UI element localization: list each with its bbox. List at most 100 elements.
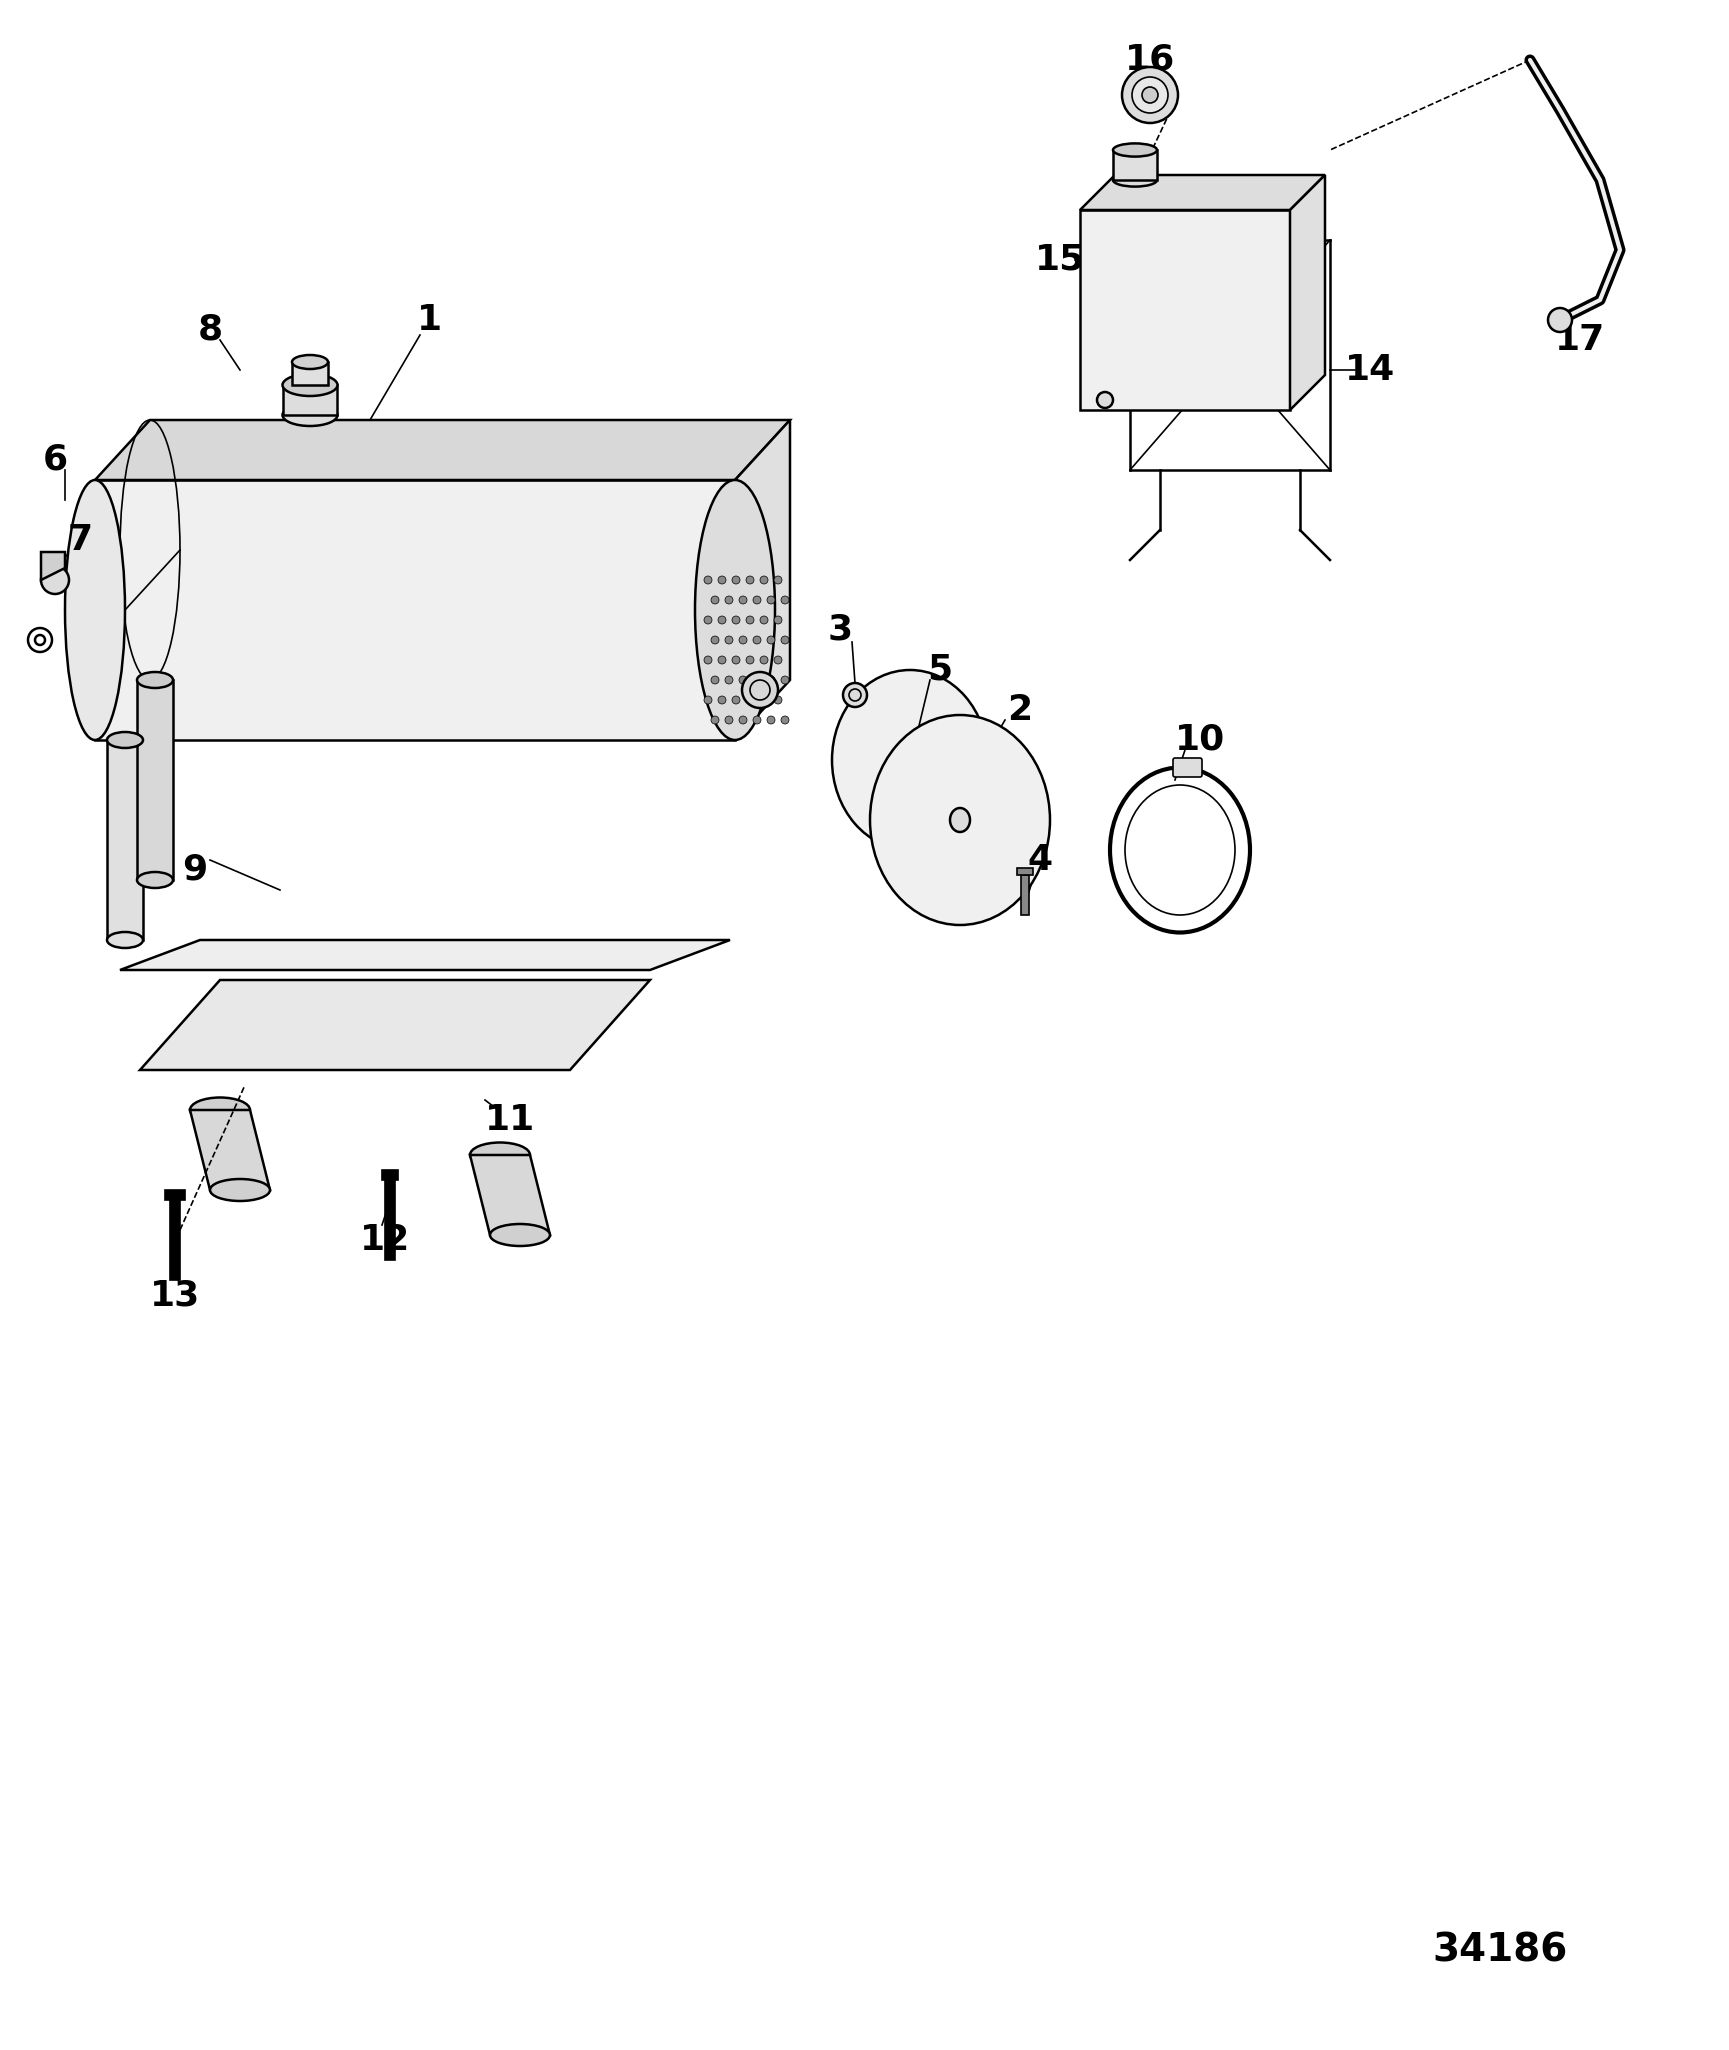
Circle shape	[724, 676, 733, 685]
Polygon shape	[41, 551, 66, 580]
Circle shape	[724, 636, 733, 644]
Circle shape	[711, 715, 719, 724]
Circle shape	[745, 576, 754, 584]
Circle shape	[754, 676, 761, 685]
Circle shape	[711, 597, 719, 605]
Ellipse shape	[489, 1224, 550, 1246]
Polygon shape	[169, 1199, 180, 1279]
Circle shape	[704, 697, 712, 703]
Polygon shape	[470, 1154, 550, 1234]
Circle shape	[718, 576, 726, 584]
Circle shape	[844, 683, 866, 707]
Ellipse shape	[107, 933, 144, 947]
Polygon shape	[284, 385, 337, 414]
Circle shape	[745, 615, 754, 623]
Text: 16: 16	[1126, 43, 1176, 78]
Circle shape	[731, 656, 740, 664]
Text: COLD: COLD	[1181, 351, 1209, 361]
Circle shape	[775, 615, 782, 623]
Polygon shape	[1022, 875, 1029, 914]
Ellipse shape	[949, 808, 970, 832]
Circle shape	[754, 597, 761, 605]
Text: 34186: 34186	[1432, 1931, 1568, 1968]
Polygon shape	[137, 681, 173, 879]
Polygon shape	[1017, 867, 1032, 875]
Ellipse shape	[695, 480, 775, 740]
Text: 15: 15	[1036, 244, 1086, 277]
Text: 12: 12	[360, 1224, 410, 1257]
Polygon shape	[1081, 209, 1290, 410]
Polygon shape	[140, 980, 650, 1070]
Polygon shape	[382, 1171, 398, 1181]
Circle shape	[731, 697, 740, 703]
Text: 10: 10	[1176, 724, 1226, 756]
Circle shape	[742, 672, 778, 707]
Circle shape	[1547, 308, 1572, 332]
Ellipse shape	[137, 871, 173, 888]
Text: 17: 17	[1554, 324, 1605, 357]
Circle shape	[768, 676, 775, 685]
Circle shape	[738, 597, 747, 605]
Polygon shape	[1081, 174, 1324, 209]
Ellipse shape	[209, 1179, 270, 1201]
Text: 4: 4	[1027, 843, 1053, 877]
Text: 7: 7	[67, 523, 93, 558]
Circle shape	[768, 636, 775, 644]
Circle shape	[775, 576, 782, 584]
Ellipse shape	[903, 750, 918, 771]
Circle shape	[731, 615, 740, 623]
Circle shape	[738, 636, 747, 644]
Circle shape	[768, 597, 775, 605]
Polygon shape	[386, 1181, 394, 1261]
Circle shape	[738, 676, 747, 685]
Circle shape	[1096, 392, 1113, 408]
Polygon shape	[1290, 174, 1324, 410]
Circle shape	[1132, 78, 1169, 113]
Circle shape	[761, 576, 768, 584]
Circle shape	[718, 656, 726, 664]
Polygon shape	[1113, 150, 1157, 180]
Circle shape	[724, 597, 733, 605]
Circle shape	[745, 656, 754, 664]
Circle shape	[704, 656, 712, 664]
Polygon shape	[95, 480, 735, 740]
Circle shape	[711, 636, 719, 644]
Ellipse shape	[292, 355, 329, 369]
Ellipse shape	[1113, 174, 1157, 187]
Circle shape	[738, 715, 747, 724]
Circle shape	[711, 676, 719, 685]
Text: 9: 9	[182, 853, 207, 888]
Circle shape	[768, 715, 775, 724]
Ellipse shape	[832, 670, 987, 851]
Circle shape	[754, 636, 761, 644]
Circle shape	[731, 576, 740, 584]
Circle shape	[745, 697, 754, 703]
Text: 14: 14	[1345, 353, 1395, 387]
Ellipse shape	[107, 732, 144, 748]
Ellipse shape	[66, 480, 124, 740]
Ellipse shape	[190, 1097, 251, 1123]
Polygon shape	[95, 420, 790, 480]
Circle shape	[1122, 68, 1177, 123]
Text: 8: 8	[197, 314, 223, 346]
Polygon shape	[735, 420, 790, 740]
Circle shape	[724, 715, 733, 724]
Text: 13: 13	[150, 1277, 201, 1312]
Polygon shape	[292, 363, 329, 385]
Circle shape	[1141, 86, 1158, 102]
Text: HOT: HOT	[1184, 246, 1205, 254]
Circle shape	[704, 576, 712, 584]
Text: DO NOT OPEN
WHEN HOT: DO NOT OPEN WHEN HOT	[1171, 293, 1221, 308]
Circle shape	[775, 656, 782, 664]
Circle shape	[782, 715, 788, 724]
Polygon shape	[164, 1189, 185, 1199]
Polygon shape	[119, 941, 730, 970]
Text: 1: 1	[417, 303, 443, 336]
Circle shape	[761, 697, 768, 703]
Text: 5: 5	[927, 654, 953, 687]
Circle shape	[761, 615, 768, 623]
Text: 6: 6	[43, 443, 67, 478]
Circle shape	[782, 597, 788, 605]
Text: 3: 3	[828, 613, 852, 648]
Circle shape	[704, 615, 712, 623]
